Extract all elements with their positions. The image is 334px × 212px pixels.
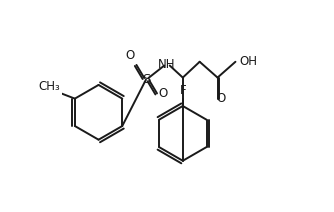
Text: O: O bbox=[158, 87, 167, 100]
Text: O: O bbox=[217, 92, 226, 105]
Text: NH: NH bbox=[158, 59, 176, 71]
Text: CH₃: CH₃ bbox=[38, 80, 60, 92]
Text: O: O bbox=[125, 49, 134, 62]
Text: OH: OH bbox=[239, 55, 257, 68]
Text: F: F bbox=[179, 84, 186, 96]
Text: S: S bbox=[142, 73, 150, 86]
